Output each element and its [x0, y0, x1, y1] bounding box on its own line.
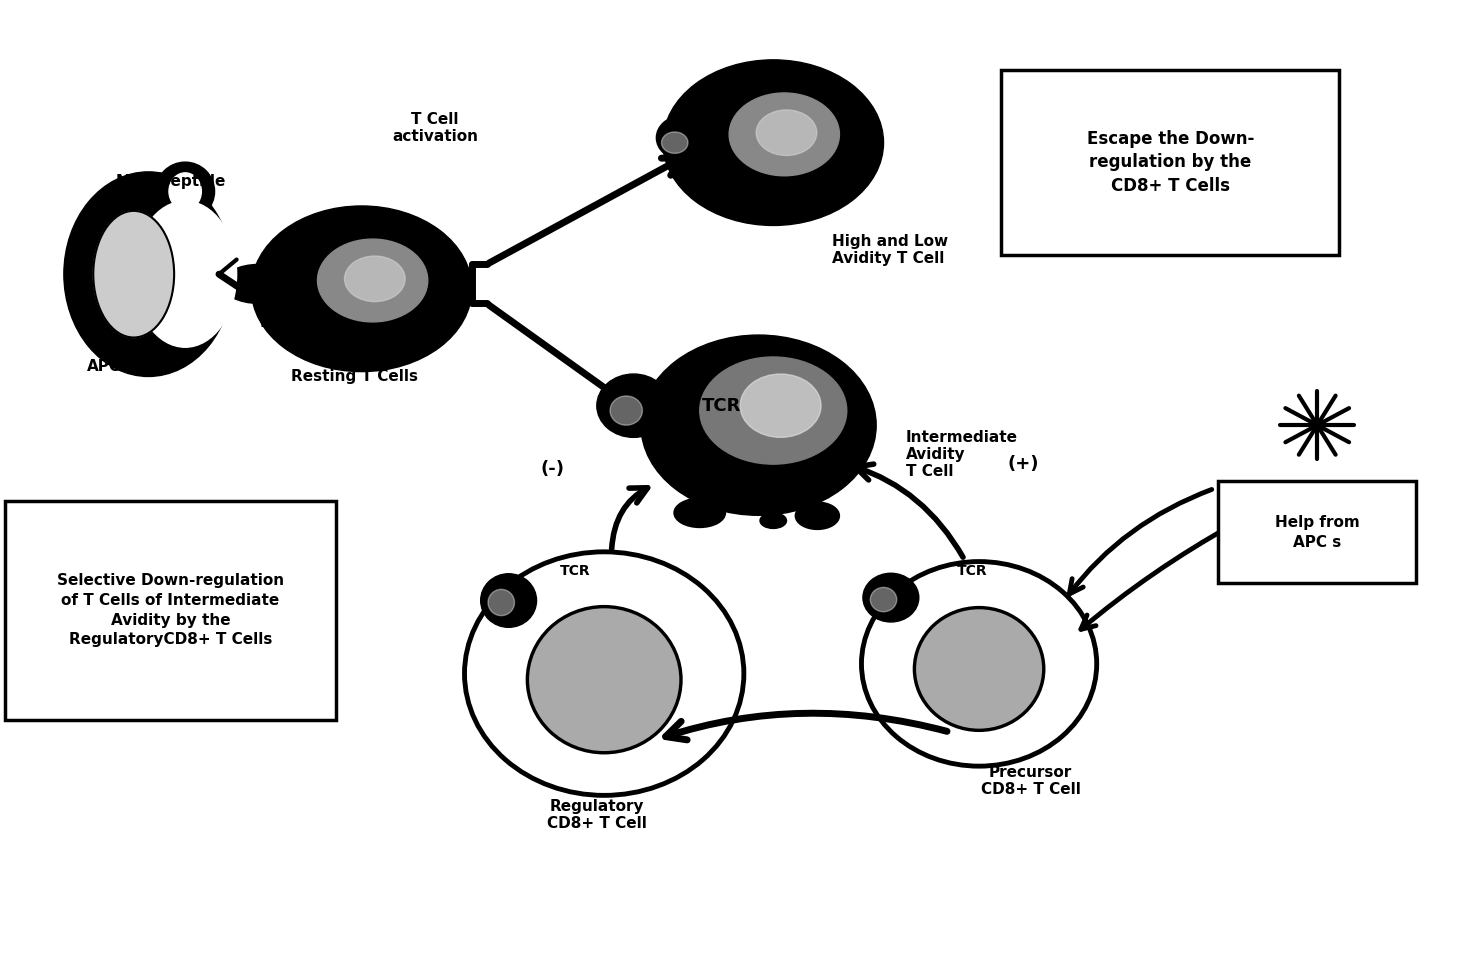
- Text: Resting T Cells: Resting T Cells: [290, 369, 418, 384]
- Ellipse shape: [760, 513, 787, 529]
- Ellipse shape: [862, 562, 1097, 766]
- Text: High and Low
Avidity T Cell: High and Low Avidity T Cell: [832, 234, 949, 266]
- FancyBboxPatch shape: [1002, 69, 1339, 255]
- Ellipse shape: [252, 206, 471, 371]
- Ellipse shape: [795, 502, 840, 530]
- Ellipse shape: [663, 60, 884, 226]
- Ellipse shape: [169, 173, 202, 210]
- Ellipse shape: [597, 374, 670, 438]
- Text: (-): (-): [541, 460, 564, 478]
- Ellipse shape: [610, 396, 642, 425]
- Text: TCR: TCR: [703, 397, 741, 414]
- Text: TCR: TCR: [258, 316, 289, 330]
- Ellipse shape: [641, 335, 876, 515]
- Ellipse shape: [464, 552, 744, 795]
- Ellipse shape: [222, 265, 296, 304]
- Ellipse shape: [657, 116, 709, 159]
- Ellipse shape: [661, 132, 688, 153]
- Text: TCR: TCR: [956, 565, 987, 578]
- Ellipse shape: [93, 211, 174, 337]
- Ellipse shape: [863, 573, 919, 622]
- Text: T Cell
activation: T Cell activation: [392, 111, 479, 145]
- Text: APC: APC: [87, 360, 121, 374]
- Text: (+): (+): [1008, 455, 1038, 473]
- Ellipse shape: [345, 256, 405, 302]
- Ellipse shape: [156, 162, 215, 221]
- Text: MHC/peptide: MHC/peptide: [115, 174, 225, 190]
- Text: Regulatory
CD8+ T Cell: Regulatory CD8+ T Cell: [546, 798, 647, 831]
- Ellipse shape: [739, 374, 820, 438]
- Text: Precursor
CD8+ T Cell: Precursor CD8+ T Cell: [981, 765, 1081, 797]
- FancyBboxPatch shape: [1218, 482, 1417, 583]
- FancyBboxPatch shape: [4, 500, 336, 720]
- Text: Intermediate
Avidity
T Cell: Intermediate Avidity T Cell: [906, 430, 1018, 480]
- Ellipse shape: [915, 608, 1044, 731]
- Ellipse shape: [756, 110, 818, 155]
- Ellipse shape: [871, 587, 897, 612]
- Ellipse shape: [63, 172, 233, 376]
- Text: TCR: TCR: [560, 565, 591, 578]
- Ellipse shape: [318, 239, 427, 321]
- Text: Selective Down-regulation
of T Cells of Intermediate
Avidity by the
RegulatoryCD: Selective Down-regulation of T Cells of …: [57, 573, 284, 648]
- Ellipse shape: [480, 573, 536, 627]
- Ellipse shape: [488, 589, 514, 616]
- Ellipse shape: [527, 607, 681, 752]
- Ellipse shape: [134, 201, 237, 347]
- Text: Help from
APC s: Help from APC s: [1274, 515, 1360, 550]
- Ellipse shape: [675, 498, 726, 528]
- Ellipse shape: [700, 357, 847, 464]
- Text: TCR: TCR: [729, 67, 767, 85]
- Text: Escape the Down-
regulation by the
CD8+ T Cells: Escape the Down- regulation by the CD8+ …: [1087, 130, 1254, 194]
- Ellipse shape: [729, 93, 840, 176]
